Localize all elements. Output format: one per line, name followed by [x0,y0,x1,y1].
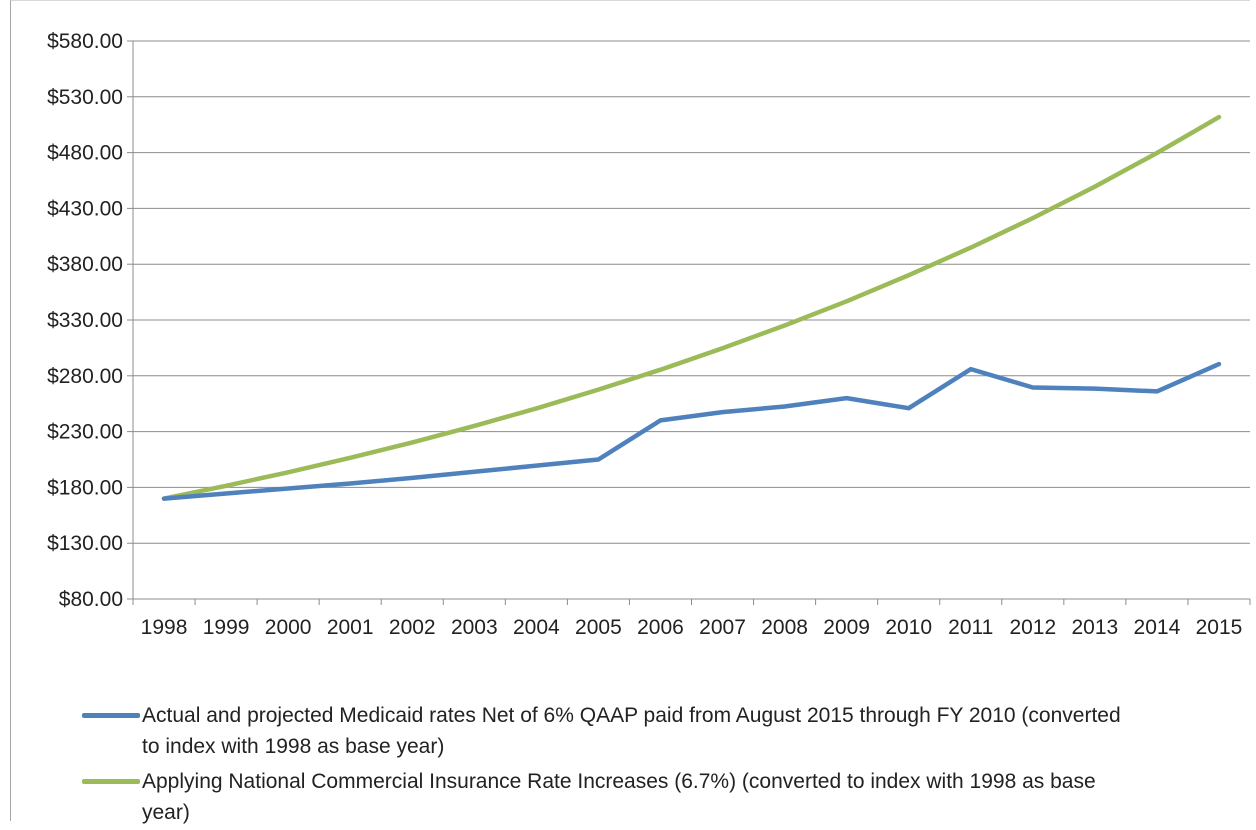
x-tick-label: 2011 [948,616,993,639]
y-axis: $80.00 $130.00 $180.00 $230.00 $280.00 $330.0… [47,30,133,611]
x-axis: 1998 1999 2000 2001 2002 2003 2004 2005 2006 2007… [133,599,1250,639]
series-lines [164,117,1219,499]
x-tick-label: 2001 [327,616,374,639]
series-line-commercial [164,117,1219,499]
x-tick-label: 2005 [575,616,622,639]
y-tick-label: $430.00 [47,197,123,220]
y-tick-label: $380.00 [47,253,123,276]
x-tick-label: 2009 [823,616,870,639]
legend-label-commercial: Applying National Commercial Insurance R… [142,766,1142,828]
x-tick-label: 2010 [885,616,932,639]
y-tick-label: $280.00 [47,365,123,388]
y-tick-label: $330.00 [47,309,123,332]
legend-item-commercial: Applying National Commercial Insurance R… [82,766,1202,830]
x-tick-label: 2002 [389,616,436,639]
x-tick-label: 2003 [451,616,498,639]
x-tick-label: 2015 [1196,616,1243,639]
y-tick-label: $80.00 [59,588,123,611]
x-tick-label: 2000 [265,616,312,639]
legend-swatch-medicaid [82,713,140,718]
y-tick-label: $230.00 [47,421,123,444]
x-tick-label: 1998 [141,616,188,639]
y-tick-label: $580.00 [47,30,123,53]
legend-swatch-commercial [82,779,140,784]
x-tick-label: 2006 [637,616,684,639]
x-tick-label: 2013 [1072,616,1119,639]
line-chart: $80.00 $130.00 $180.00 $230.00 $280.00 $330.0… [0,0,1256,740]
legend-label-medicaid: Actual and projected Medicaid rates Net … [142,700,1142,762]
y-tick-label: $130.00 [47,532,123,555]
legend-item-medicaid: Actual and projected Medicaid rates Net … [82,700,1202,764]
x-tick-label: 2008 [761,616,808,639]
y-tick-label: $480.00 [47,142,123,165]
y-tick-label: $180.00 [47,476,123,499]
x-tick-label: 1999 [203,616,250,639]
x-tick-label: 2012 [1009,616,1056,639]
y-tick-label: $530.00 [47,86,123,109]
x-tick-label: 2014 [1134,616,1181,639]
x-tick-label: 2007 [699,616,746,639]
x-tick-label: 2004 [513,616,560,639]
